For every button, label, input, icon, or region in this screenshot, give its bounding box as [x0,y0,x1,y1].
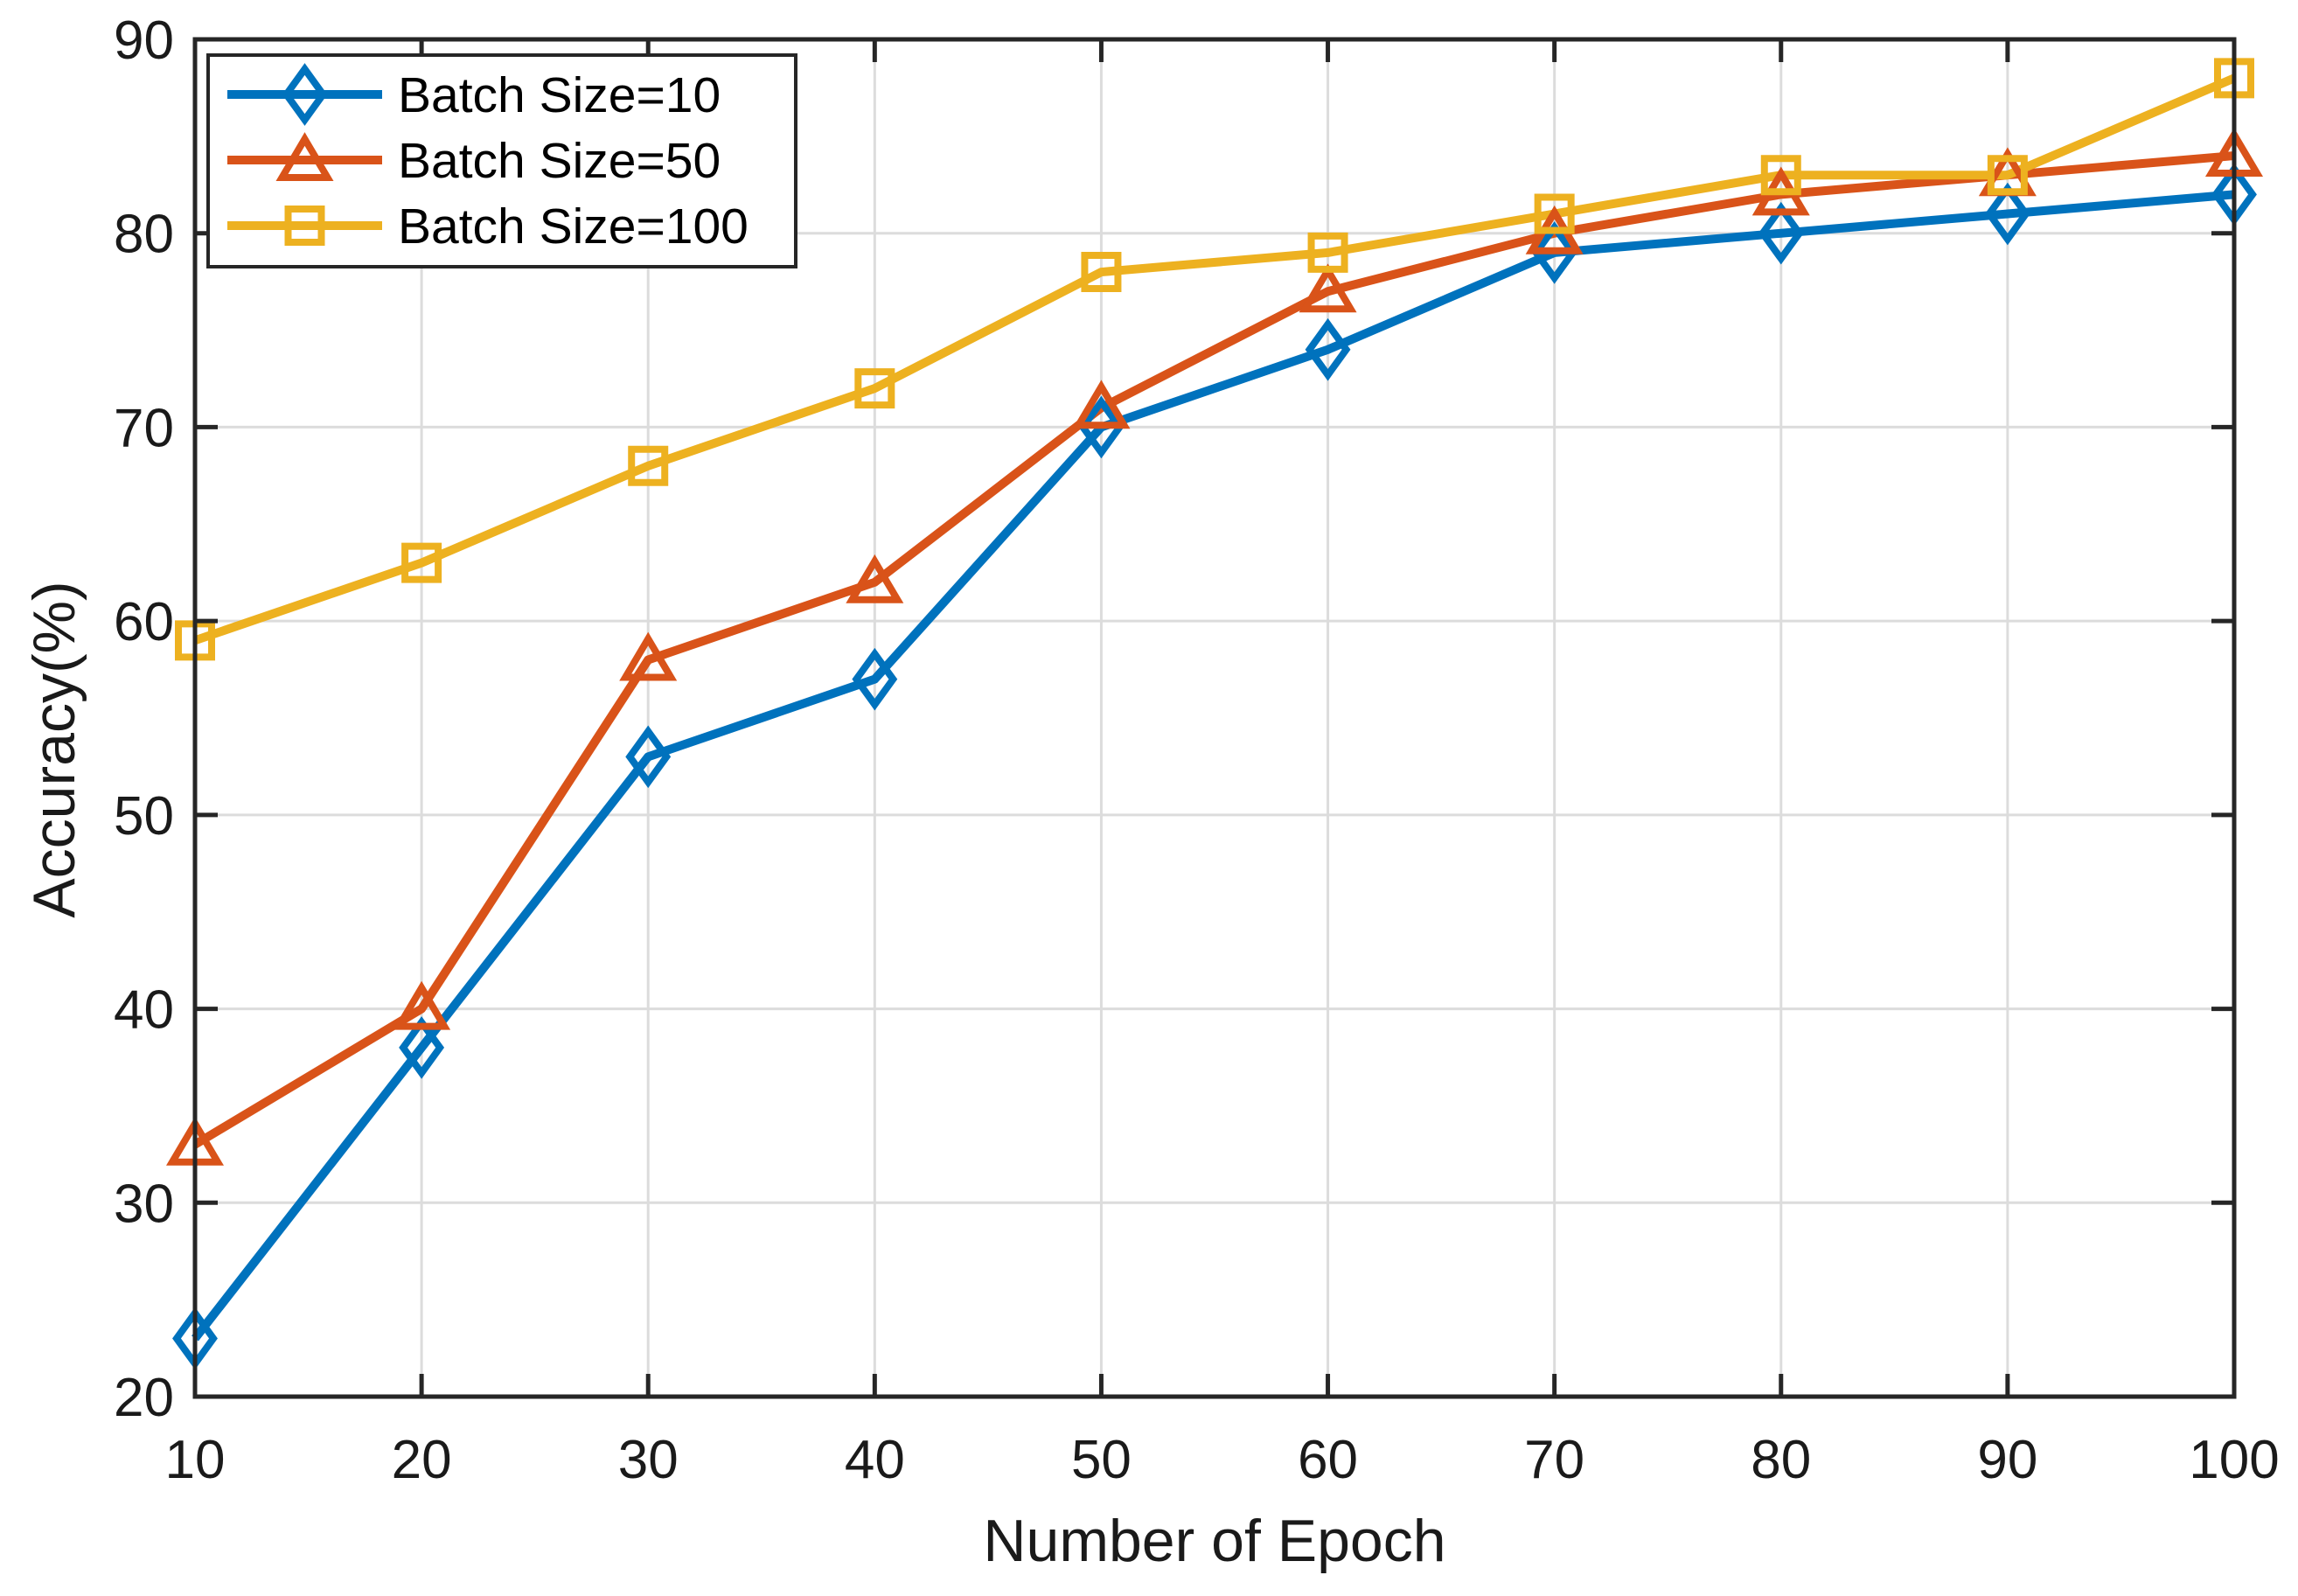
legend-square-marker [284,206,325,246]
square-marker [175,620,215,661]
square-marker [854,368,895,409]
plot-box [192,37,2237,1399]
legend-diamond-marker [282,63,328,126]
legend: Batch Size=10 Batch Size=50 Batch Size=100 [206,53,797,268]
square-marker [401,542,442,583]
x-tick-label: 20 [392,1430,452,1490]
y-tick-label: 80 [114,205,174,265]
diamond-marker [1531,221,1577,284]
x-tick-label: 100 [2189,1430,2279,1490]
square-marker [1307,232,1348,273]
y-tick-label: 30 [114,1174,174,1234]
y-tick-label: 50 [114,786,174,847]
legend-triangle-marker [275,132,334,181]
x-tick-label: 70 [1524,1430,1584,1490]
legend-label: Batch Size=100 [398,199,749,254]
x-tick-label: 40 [845,1430,905,1490]
y-axis-title: Accuracy(%) [21,581,87,918]
x-tick-label: 50 [1071,1430,1132,1490]
x-axis-title: Number of Epoch [983,1508,1446,1574]
square-marker [1081,252,1122,293]
legend-label: Batch Size=50 [398,133,721,189]
triangle-marker [619,631,678,681]
diamond-marker [1758,201,1804,265]
legend-label: Batch Size=10 [398,67,721,123]
x-tick-label: 30 [618,1430,679,1490]
square-marker [1987,155,2028,196]
y-tick-label: 20 [114,1368,174,1428]
triangle-marker [1072,380,1131,429]
square-marker [2214,58,2254,99]
square-marker [1534,193,1575,234]
diamond-marker [1078,395,1125,459]
y-tick-label: 70 [114,398,174,458]
diamond-marker [1305,317,1351,381]
square-marker [628,445,669,486]
x-tick-label: 90 [1977,1430,2037,1490]
y-tick-label: 60 [114,592,174,652]
diamond-marker [852,647,898,711]
triangle-marker [393,980,451,1030]
series-line-batch-size-50 [192,151,2235,1149]
x-tick-label: 10 [165,1430,226,1490]
square-marker [1760,155,1801,196]
diamond-marker [625,725,672,789]
series-line-batch-size-10 [192,190,2235,1342]
triangle-marker [1299,263,1357,313]
diamond-marker [1984,182,2030,246]
legend-entry: Batch Size=100 [227,199,749,254]
legend-entry: Batch Size=50 [227,132,721,189]
x-tick-label: 80 [1751,1430,1811,1490]
x-tick-label: 60 [1298,1430,1358,1490]
y-tick-label: 90 [114,10,174,71]
triangle-marker [846,554,904,603]
diamond-marker [399,1016,445,1079]
legend-entry: Batch Size=10 [227,63,721,126]
series-line-batch-size-100 [193,73,2236,645]
y-tick-label: 40 [114,980,174,1041]
